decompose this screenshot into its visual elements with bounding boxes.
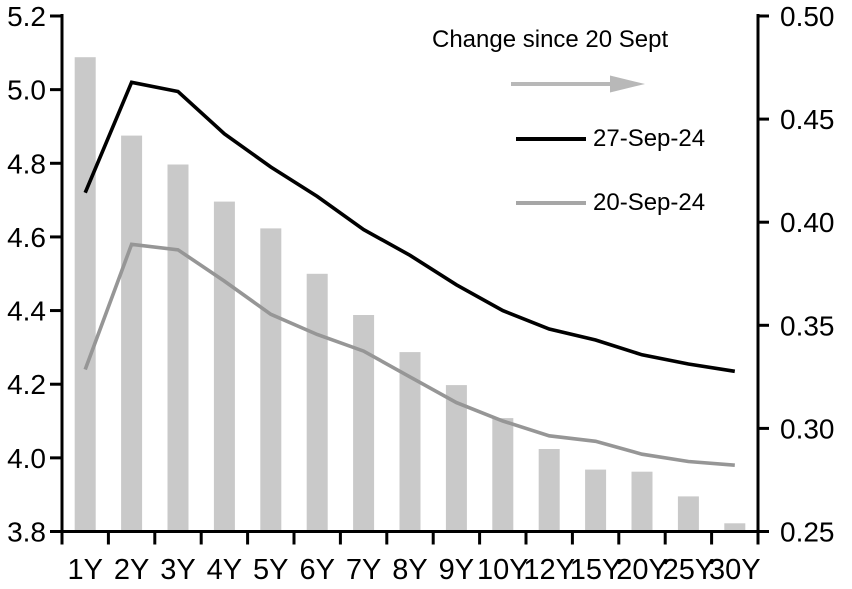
right-axis-tick-label: 0.40 [780,207,835,238]
left-axis-tick-label: 5.0 [7,75,46,106]
change-bar [260,228,282,532]
left-axis-tick-label: 4.6 [7,222,46,253]
x-axis-category-label: 2Y [114,554,149,586]
legend-change-title: Change since 20 Sept [432,26,669,53]
change-bar [74,57,96,532]
left-axis-tick-label: 5.2 [7,1,46,32]
x-axis-category-label: 8Y [392,554,427,586]
line-27-sep-24 [83,80,736,374]
change-bar [353,315,375,532]
right-axis-tick-label: 0.30 [780,413,835,444]
change-bar [724,523,746,532]
change-bar [677,496,699,532]
x-axis-category-label: 20Y [616,554,668,586]
x-axis-category-label: 6Y [299,554,334,586]
legend-label-20sep: 20-Sep-24 [593,189,706,216]
left-axis-tick-label: 3.8 [7,517,46,548]
left-axis-tick-label: 4.4 [7,296,46,327]
change-bar [306,273,328,532]
x-axis-category-label: 4Y [207,554,242,586]
change-bar [538,449,560,532]
change-bar [585,469,607,532]
x-axis-category-label: 30Y [709,554,761,586]
change-bar [167,164,189,532]
right-axis-tick-label: 0.25 [780,517,835,548]
x-axis-category-label: 5Y [253,554,288,586]
line-20-sep-24 [83,242,735,467]
change-bar [399,352,421,532]
x-axis-category-label: 9Y [439,554,474,586]
left-axis-tick-label: 4.0 [7,443,46,474]
right-axis-tick-label: 0.45 [780,104,835,135]
x-axis-category-label: 7Y [346,554,381,586]
legend-line-sample-27sep [516,137,586,141]
left-axis-tick-label: 4.2 [7,369,46,400]
change-bar [631,471,653,532]
legend-label-27sep: 27-Sep-24 [593,125,706,152]
right-axis-tick-label: 0.35 [780,310,835,341]
right-axis-tick-label: 0.50 [780,1,835,32]
change-bar [492,418,514,532]
x-axis-category-label: 12Y [523,554,575,586]
change-bar [213,201,235,532]
x-axis-category-label: 1Y [67,554,102,586]
x-axis-category-label: 3Y [160,554,195,586]
change-bar [121,135,143,532]
x-axis-category-label: 15Y [570,554,622,586]
x-axis-category-label: 10Y [477,554,529,586]
left-axis-tick-label: 4.8 [7,148,46,179]
legend-line-sample-20sep [516,201,586,205]
x-axis-category-label: 25Y [663,554,715,586]
change-arrow-icon [511,75,645,93]
arrow-head [610,75,645,93]
change-bar [445,385,467,532]
